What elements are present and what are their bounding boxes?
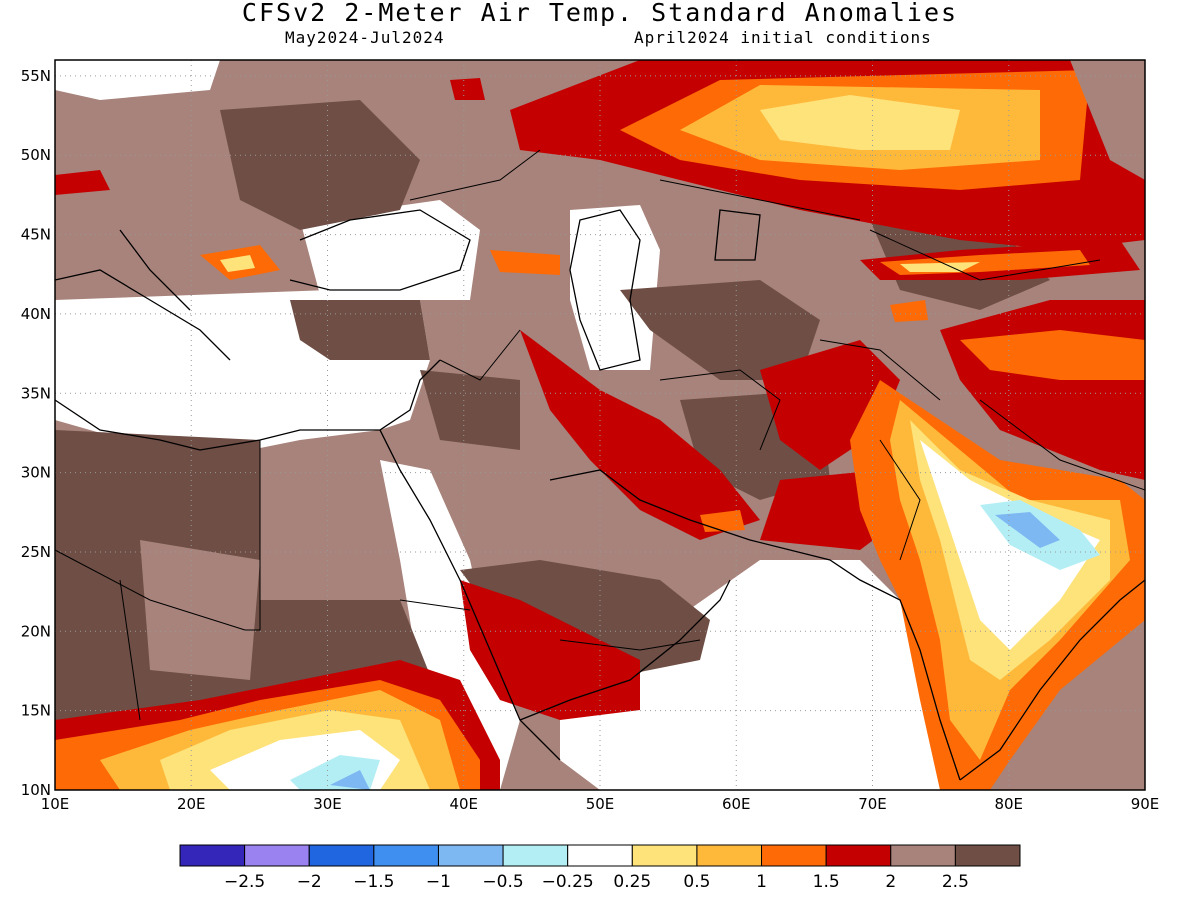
colorbar-swatch <box>437 844 504 867</box>
colorbar-label: −2.5 <box>224 872 265 892</box>
colorbar-swatch <box>308 844 375 867</box>
colorbar-swatch <box>954 844 1021 867</box>
coastlines <box>55 209 1145 781</box>
latitude-labels: 10N 15N 20N 25N 30N 35N 40N 45N 50N 55N <box>21 67 51 799</box>
latitude-tick-label: 10N <box>21 781 51 799</box>
colorbar-label: −2 <box>297 872 322 892</box>
latitude-tick-label: 15N <box>21 702 51 720</box>
colorbar-swatch <box>502 844 569 867</box>
colorbar-label: 1.5 <box>813 872 840 892</box>
latitude-tick-label: 25N <box>21 543 51 561</box>
latitude-tick-label: 35N <box>21 384 51 402</box>
longitude-tick-label: 80E <box>994 795 1023 813</box>
borders <box>55 149 1145 721</box>
forecast-period: May2024-Jul2024 <box>285 28 445 47</box>
longitude-tick-label: 30E <box>313 795 342 813</box>
longitude-tick-label: 50E <box>586 795 615 813</box>
colorbar-swatch <box>631 844 698 867</box>
map-frame <box>54 59 1146 791</box>
map-title: CFSv2 2-Meter Air Temp. Standard Anomali… <box>241 0 959 27</box>
colorbar-label: 2.5 <box>942 872 969 892</box>
colorbar-swatch <box>696 844 763 867</box>
longitude-tick-label: 60E <box>722 795 751 813</box>
colorbar-swatch <box>244 844 310 867</box>
longitude-tick-label: 10E <box>41 795 70 813</box>
colorbar-label: −0.25 <box>542 872 594 892</box>
colorbar-swatch <box>890 844 956 867</box>
colorbar-label: −1.5 <box>353 872 394 892</box>
longitude-tick-label: 20E <box>177 795 206 813</box>
initial-conditions: April2024 initial conditions <box>634 28 932 47</box>
latitude-tick-label: 40N <box>21 305 51 323</box>
colorbar-label: 0.5 <box>683 872 710 892</box>
colorbar-swatch <box>761 844 827 867</box>
gridlines <box>55 60 1145 790</box>
colorbar-swatch <box>567 844 633 867</box>
colorbar-label: 2 <box>885 872 896 892</box>
longitude-labels: 10E 20E 30E 40E 50E 60E 70E 80E 90E <box>41 795 1160 813</box>
colorbar-label: 1 <box>756 872 767 892</box>
latitude-tick-label: 50N <box>21 146 51 164</box>
latitude-tick-label: 45N <box>21 226 51 244</box>
longitude-tick-label: 40E <box>449 795 478 813</box>
colorbar-label: −0.5 <box>482 872 523 892</box>
latitude-tick-label: 20N <box>21 622 51 640</box>
latitude-tick-label: 30N <box>21 464 51 482</box>
colorbar-swatch <box>179 844 246 867</box>
colorbar: −2.5 −2 −1.5 −1 −0.5 −0.25 0.25 0.5 1 1.5 2 2.5 <box>179 844 1021 892</box>
latitude-tick-label: 55N <box>21 67 51 85</box>
colorbar-swatch <box>825 844 892 867</box>
colorbar-label: 0.25 <box>613 872 651 892</box>
colorbar-label: −1 <box>426 872 451 892</box>
longitude-tick-label: 70E <box>858 795 887 813</box>
colorbar-swatch <box>373 844 439 867</box>
longitude-tick-label: 90E <box>1131 795 1160 813</box>
